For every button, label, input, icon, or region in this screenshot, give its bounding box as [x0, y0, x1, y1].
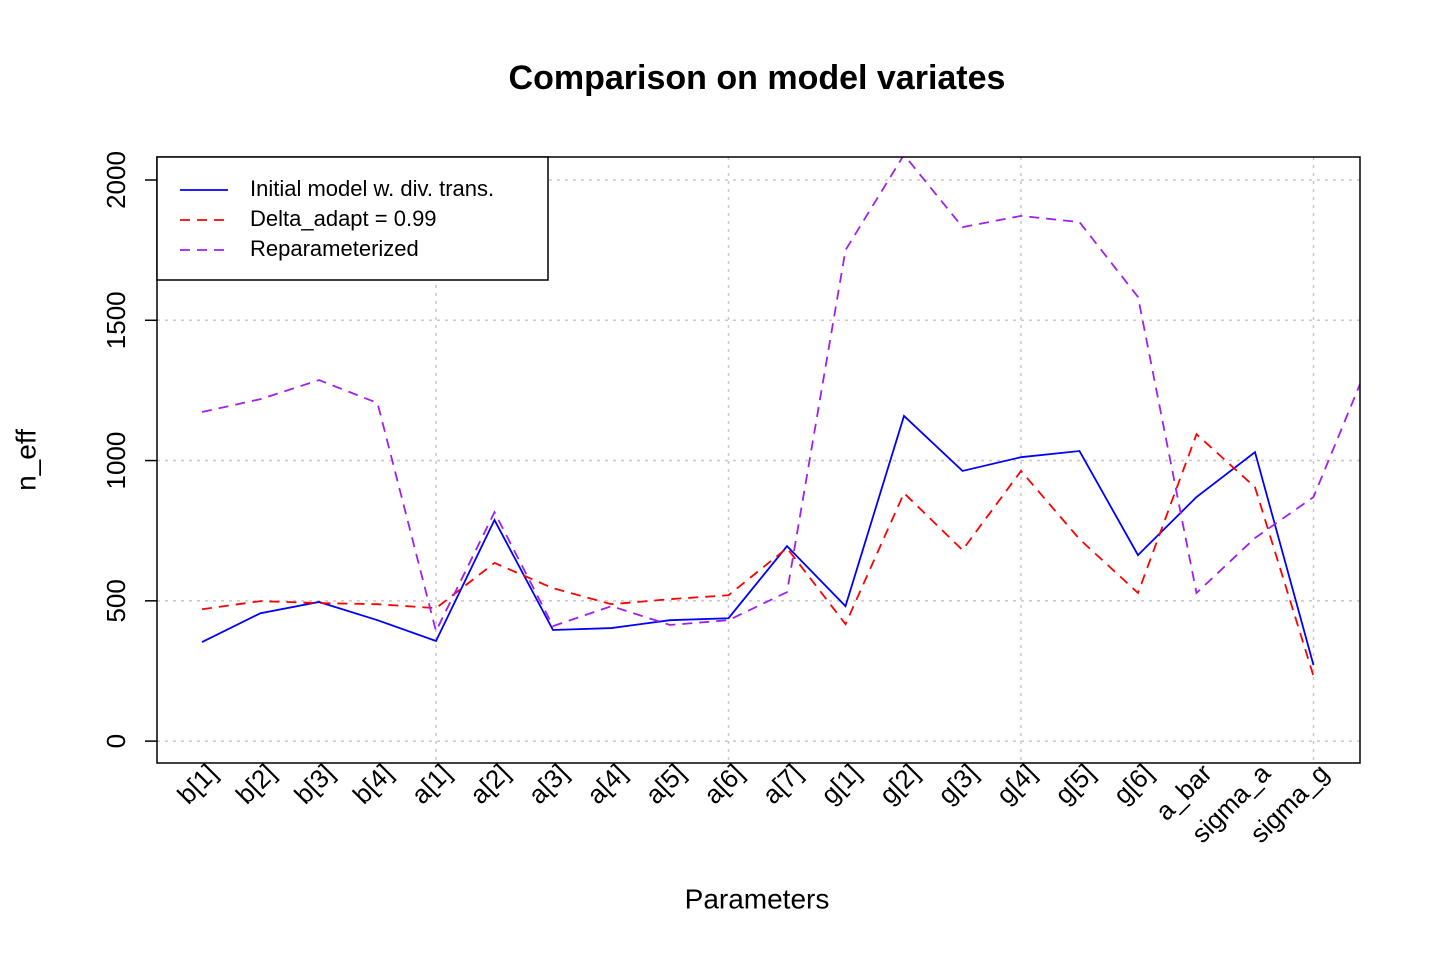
legend-box	[156, 156, 549, 281]
data-line	[201, 157, 1360, 634]
grid	[157, 157, 1360, 763]
data-line	[201, 414, 1315, 666]
x-axis-label: Parameters	[685, 883, 830, 914]
plot-area	[201, 157, 1360, 677]
y-tick-label: 500	[101, 579, 131, 622]
y-tick-label: 2000	[101, 151, 131, 209]
data-line	[201, 432, 1315, 677]
y-tick-label: 1000	[101, 432, 131, 490]
y-axis-label: n_eff	[10, 429, 41, 491]
chart-title: Comparison on model variates	[509, 59, 1006, 97]
legend-label: Delta_adapt = 0.99	[250, 206, 437, 231]
y-tick-label: 1500	[101, 291, 131, 349]
legend: Initial model w. div. trans. Delta_adapt …	[156, 156, 549, 281]
legend-label: Initial model w. div. trans.	[250, 176, 494, 201]
y-tick-label: 0	[101, 734, 131, 748]
legend-label: Reparameterized	[250, 236, 419, 261]
